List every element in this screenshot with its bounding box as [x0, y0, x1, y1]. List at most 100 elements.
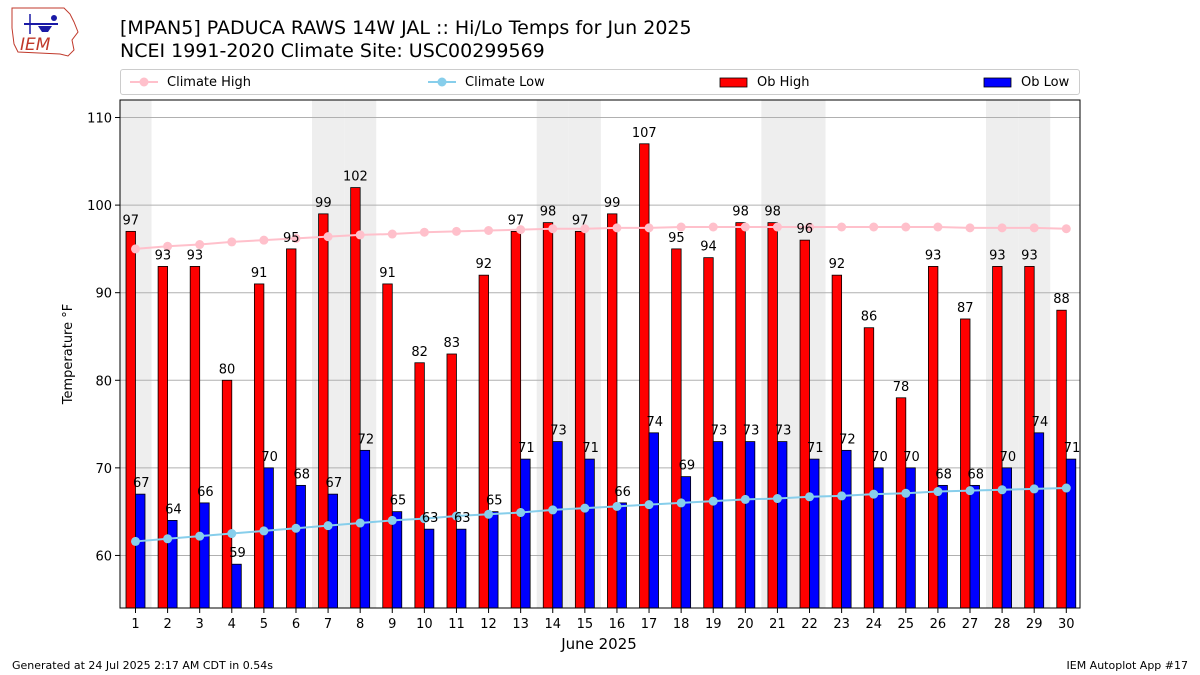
ob-low-label: 72 [839, 432, 856, 447]
ob-low-bar [873, 467, 884, 609]
legend-item-climate-low: Climate Low [427, 70, 545, 94]
climate-high-point [612, 223, 622, 233]
ob-high-label: 92 [476, 257, 493, 272]
ob-low-label: 73 [743, 424, 760, 439]
ob-low-bar [744, 441, 756, 609]
climate-high-point [355, 230, 365, 240]
climate-low-point [259, 526, 269, 536]
ob-low-label: 70 [871, 450, 888, 465]
climate-high-point [259, 235, 269, 245]
ob-low-bar [423, 528, 435, 609]
ob-low-bar [391, 511, 403, 609]
app-credit: IEM Autoplot App #17 [1066, 659, 1189, 672]
climate-low-point [772, 494, 782, 504]
ob-high-label: 93 [925, 248, 942, 263]
ob-high-label: 92 [829, 257, 846, 272]
climate-high-point [644, 223, 654, 233]
climate-low-point [227, 529, 237, 539]
ob-high-bar [286, 248, 297, 609]
ob-high-bar [1056, 309, 1067, 609]
ob-high-bar [542, 222, 554, 609]
ob-low-bar [167, 520, 178, 609]
climate-high-point [933, 222, 943, 232]
ob-low-bar [969, 484, 980, 609]
climate-high-point [805, 222, 815, 232]
ob-high-label: 98 [540, 205, 557, 220]
ob-high-bar [607, 213, 618, 609]
ob-high-label: 80 [219, 362, 236, 377]
ob-high-bar [189, 266, 201, 609]
legend-marker-ob-high [719, 77, 748, 88]
ob-high-bar [414, 362, 425, 609]
x-tick-label: 2 [163, 617, 171, 632]
climate-low-point [805, 492, 815, 502]
climate-high-point [291, 233, 301, 243]
ob-low-bar [1033, 432, 1045, 609]
climate-high-point [997, 223, 1007, 233]
ob-low-bar [359, 449, 371, 609]
iem-logo: IEM [11, 7, 79, 57]
ob-high-label: 87 [957, 301, 974, 316]
ob-low-label: 65 [486, 494, 503, 509]
ob-high-label: 107 [632, 126, 657, 141]
y-tick-label: 100 [87, 199, 112, 214]
climate-high-point [965, 223, 975, 233]
x-tick-label: 24 [865, 617, 882, 632]
ob-low-bar [488, 511, 499, 609]
ob-low-label: 68 [293, 467, 310, 482]
climate-high-point [484, 226, 494, 236]
ob-high-bar [735, 222, 746, 609]
climate-high-point [131, 244, 140, 254]
x-tick-label: 20 [737, 617, 754, 632]
ob-low-label: 71 [582, 441, 599, 456]
x-tick-label: 7 [324, 617, 332, 632]
ob-high-bar [157, 266, 168, 609]
x-tick-label: 5 [260, 617, 268, 632]
climate-high-point [451, 226, 461, 236]
x-tick-label: 15 [577, 617, 594, 632]
ob-low-label: 66 [614, 485, 631, 500]
ob-high-label: 86 [861, 310, 878, 325]
ob-low-bar [552, 441, 563, 609]
x-tick-label: 26 [930, 617, 947, 632]
legend-marker-climate-high [130, 77, 158, 87]
climate-high-point [548, 224, 558, 234]
x-tick-label: 30 [1058, 617, 1075, 632]
climate-low-point [387, 515, 397, 525]
ob-low-bar [520, 458, 531, 609]
x-tick-label: 6 [292, 617, 300, 632]
ob-low-label: 67 [326, 476, 343, 491]
climate-low-point [708, 496, 718, 506]
climate-high-point [580, 224, 590, 234]
climate-high-point [901, 222, 911, 232]
x-tick-label: 8 [356, 617, 364, 632]
ob-low-label: 73 [711, 424, 728, 439]
climate-low-point [869, 489, 879, 499]
chart-subtitle: NCEI 1991-2020 Climate Site: USC00299569 [120, 40, 545, 62]
ob-low-bar [456, 528, 467, 609]
x-tick-label: 12 [480, 617, 497, 632]
y-tick-label: 110 [87, 112, 112, 127]
ob-high-label: 93 [155, 248, 172, 263]
ob-low-label: 70 [903, 450, 920, 465]
ob-high-bar [928, 266, 939, 609]
legend-label-ob-low: Ob Low [1021, 74, 1070, 90]
ob-low-label: 65 [390, 494, 407, 509]
ob-low-label: 71 [807, 441, 824, 456]
legend-label-climate-high: Climate High [167, 74, 252, 90]
climate-high-point [227, 237, 237, 247]
ob-low-label: 74 [1032, 415, 1049, 430]
ob-low-bar [905, 467, 916, 609]
legend-item-ob-low: Ob Low [983, 70, 1069, 94]
ob-high-label: 102 [343, 170, 368, 185]
climate-high-point [1029, 223, 1039, 233]
climate-low-point [965, 486, 975, 496]
ob-low-bar [680, 476, 692, 609]
climate-high-point [772, 222, 782, 232]
ob-low-label: 63 [454, 511, 471, 526]
ob-low-label: 71 [1064, 441, 1081, 456]
legend-item-ob-high: Ob High [719, 70, 810, 94]
ob-low-bar [135, 493, 146, 609]
x-tick-label: 27 [962, 617, 979, 632]
legend-marker-climate-low [428, 77, 456, 87]
